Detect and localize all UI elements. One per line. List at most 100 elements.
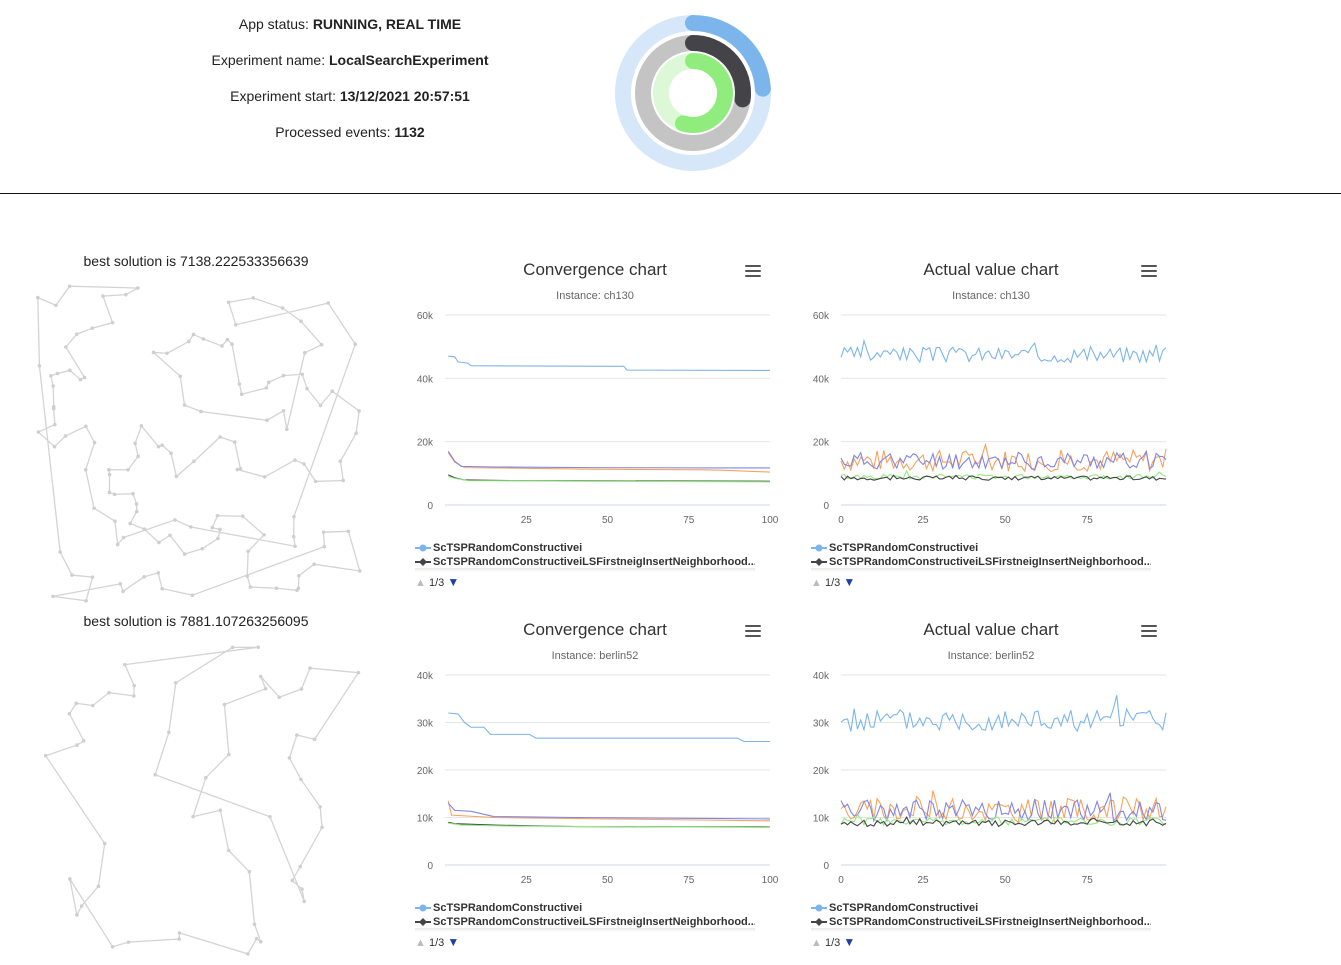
progress-ring-arc <box>635 35 751 151</box>
city-point <box>156 571 161 575</box>
legend-item-overflow <box>811 568 1151 572</box>
city-point <box>238 466 243 471</box>
city-point <box>107 490 112 495</box>
app-status-label: App status: <box>238 16 313 32</box>
legend-item-label: ScTSPRandomConstructivei <box>433 902 583 914</box>
city-point <box>298 864 302 869</box>
city-point <box>357 409 361 413</box>
chart-menu-button[interactable] <box>745 265 761 279</box>
convergence-chart: 60k 40k 20k 0 25 50 75 100 Convergence chart In… <box>405 255 785 605</box>
legend-item-label: ScTSPRandomConstructivei <box>829 542 979 554</box>
city-point <box>240 514 245 519</box>
legend-item[interactable]: ScTSPRandomConstructivei <box>811 902 1151 916</box>
city-point <box>177 937 182 941</box>
city-point <box>191 814 195 819</box>
city-point <box>299 687 304 691</box>
chart-subtitle: Instance: berlin52 <box>551 650 639 662</box>
city-point <box>300 372 305 377</box>
city-point <box>302 351 307 355</box>
city-point <box>63 434 68 438</box>
city-point <box>299 319 303 324</box>
pager-down-icon[interactable]: ▼ <box>843 575 856 589</box>
chart-menu-button[interactable] <box>1141 625 1157 639</box>
legend-item[interactable]: ScTSPRandomConstructiveiLSFirstneigInser… <box>811 916 1151 930</box>
x-tick-label: 100 <box>762 515 779 526</box>
city-point <box>245 574 250 578</box>
city-point <box>121 589 125 594</box>
legend-page-count: 1/3 <box>824 937 841 949</box>
city-point <box>187 339 191 344</box>
city-point <box>113 519 117 524</box>
circle-marker-icon <box>811 903 827 913</box>
pager-up-icon[interactable]: ▲ <box>811 577 822 589</box>
city-point <box>319 342 324 347</box>
experiment-start: Experiment start: 13/12/2021 20:57:51 <box>150 88 550 104</box>
city-point <box>70 573 74 577</box>
city-point <box>102 841 107 846</box>
city-point <box>218 808 223 813</box>
city-point <box>79 904 84 908</box>
circle-marker-icon <box>811 543 827 553</box>
city-point <box>121 535 126 540</box>
x-tick-label: 25 <box>918 515 930 526</box>
chart-menu-button[interactable] <box>745 625 761 639</box>
city-point <box>134 509 139 514</box>
legend-item[interactable]: ScTSPRandomConstructiveiLSFirstneigInser… <box>415 916 755 930</box>
city-point <box>136 454 140 459</box>
legend-pager: ▲ 1/3 ▼ <box>811 935 855 949</box>
chart-subtitle: Instance: ch130 <box>556 290 634 302</box>
city-point <box>251 296 256 300</box>
pager-down-icon[interactable]: ▼ <box>447 575 460 589</box>
city-point <box>216 536 220 541</box>
city-point <box>287 756 292 760</box>
city-point <box>182 552 187 556</box>
y-tick-label: 60k <box>813 311 830 322</box>
city-point <box>280 306 285 310</box>
city-point <box>132 683 136 688</box>
series-line <box>840 695 1167 733</box>
processed-events-label: Processed events: <box>275 124 395 140</box>
city-point <box>123 662 127 667</box>
city-point <box>191 332 196 337</box>
city-point <box>84 424 88 429</box>
legend-item[interactable]: ScTSPRandomConstructivei <box>415 902 755 916</box>
city-point <box>82 375 87 380</box>
legend-item[interactable]: ScTSPRandomConstructivei <box>811 542 1151 556</box>
legend-item[interactable]: ScTSPRandomConstructiveiLSFirstneigInser… <box>811 556 1151 570</box>
chart-title: Actual value chart <box>923 620 1059 639</box>
pager-up-icon[interactable]: ▲ <box>415 577 426 589</box>
city-point <box>115 542 120 547</box>
city-point <box>182 403 187 407</box>
city-point <box>173 681 178 685</box>
city-point <box>36 295 40 300</box>
city-point <box>312 562 316 567</box>
series-line <box>840 474 1167 481</box>
city-point <box>218 527 222 532</box>
series-line <box>447 450 770 469</box>
city-point <box>107 467 111 472</box>
pager-down-icon[interactable]: ▼ <box>447 935 460 949</box>
city-point <box>68 368 72 373</box>
pager-down-icon[interactable]: ▼ <box>843 935 856 949</box>
series-line <box>840 792 1167 823</box>
pager-up-icon[interactable]: ▲ <box>415 937 426 949</box>
city-point <box>173 518 177 522</box>
chart-subtitle: Instance: ch130 <box>952 290 1030 302</box>
experiment-name: Experiment name: LocalSearchExperiment <box>150 52 550 68</box>
city-point <box>201 337 206 341</box>
pager-up-icon[interactable]: ▲ <box>811 937 822 949</box>
chart-title: Actual value chart <box>923 260 1059 279</box>
city-point <box>227 752 231 757</box>
city-point <box>92 440 97 445</box>
city-point <box>160 443 164 447</box>
city-point <box>346 529 351 534</box>
city-point <box>110 944 115 949</box>
legend-item[interactable]: ScTSPRandomConstructiveiLSFirstneigInser… <box>415 556 755 570</box>
tour-plot <box>43 645 361 956</box>
legend-item[interactable]: ScTSPRandomConstructivei <box>415 542 755 556</box>
chart-menu-button[interactable] <box>1141 265 1157 279</box>
city-point <box>174 474 179 479</box>
y-tick-label: 60k <box>417 311 434 322</box>
city-point <box>199 409 203 414</box>
city-point <box>341 478 346 483</box>
